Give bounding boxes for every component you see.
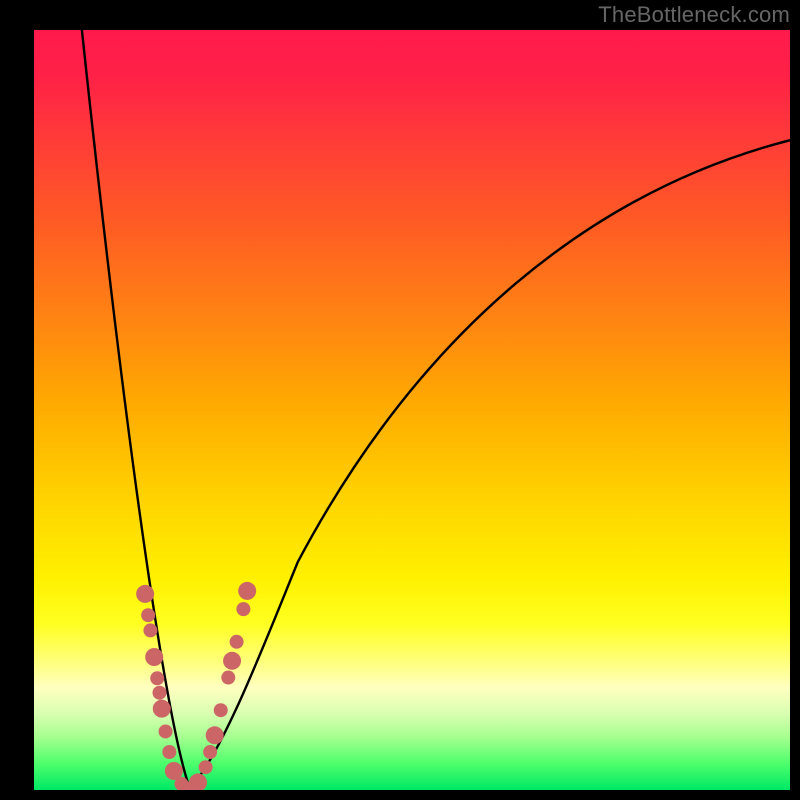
data-marker-left: [141, 608, 155, 622]
plot-area: [34, 30, 790, 790]
data-marker-left: [153, 700, 171, 718]
chart-frame: { "watermark": { "text": "TheBottleneck.…: [0, 0, 800, 800]
data-marker-left: [162, 745, 176, 759]
data-marker-right: [223, 652, 241, 670]
data-marker-right: [214, 703, 228, 717]
data-marker-right: [221, 671, 235, 685]
bottleneck-chart: [34, 30, 790, 790]
data-marker-left: [136, 585, 154, 603]
data-marker-right: [238, 582, 256, 600]
data-marker-right: [199, 760, 213, 774]
data-marker-left: [152, 686, 166, 700]
watermark-text: TheBottleneck.com: [598, 2, 790, 28]
data-marker-left: [159, 724, 173, 738]
data-marker-right: [236, 602, 250, 616]
data-marker-right: [206, 726, 224, 744]
gradient-background: [34, 30, 790, 790]
data-marker-right: [230, 635, 244, 649]
data-marker-left: [145, 648, 163, 666]
data-marker-right: [203, 745, 217, 759]
data-marker-left: [150, 671, 164, 685]
data-marker-left: [143, 623, 157, 637]
